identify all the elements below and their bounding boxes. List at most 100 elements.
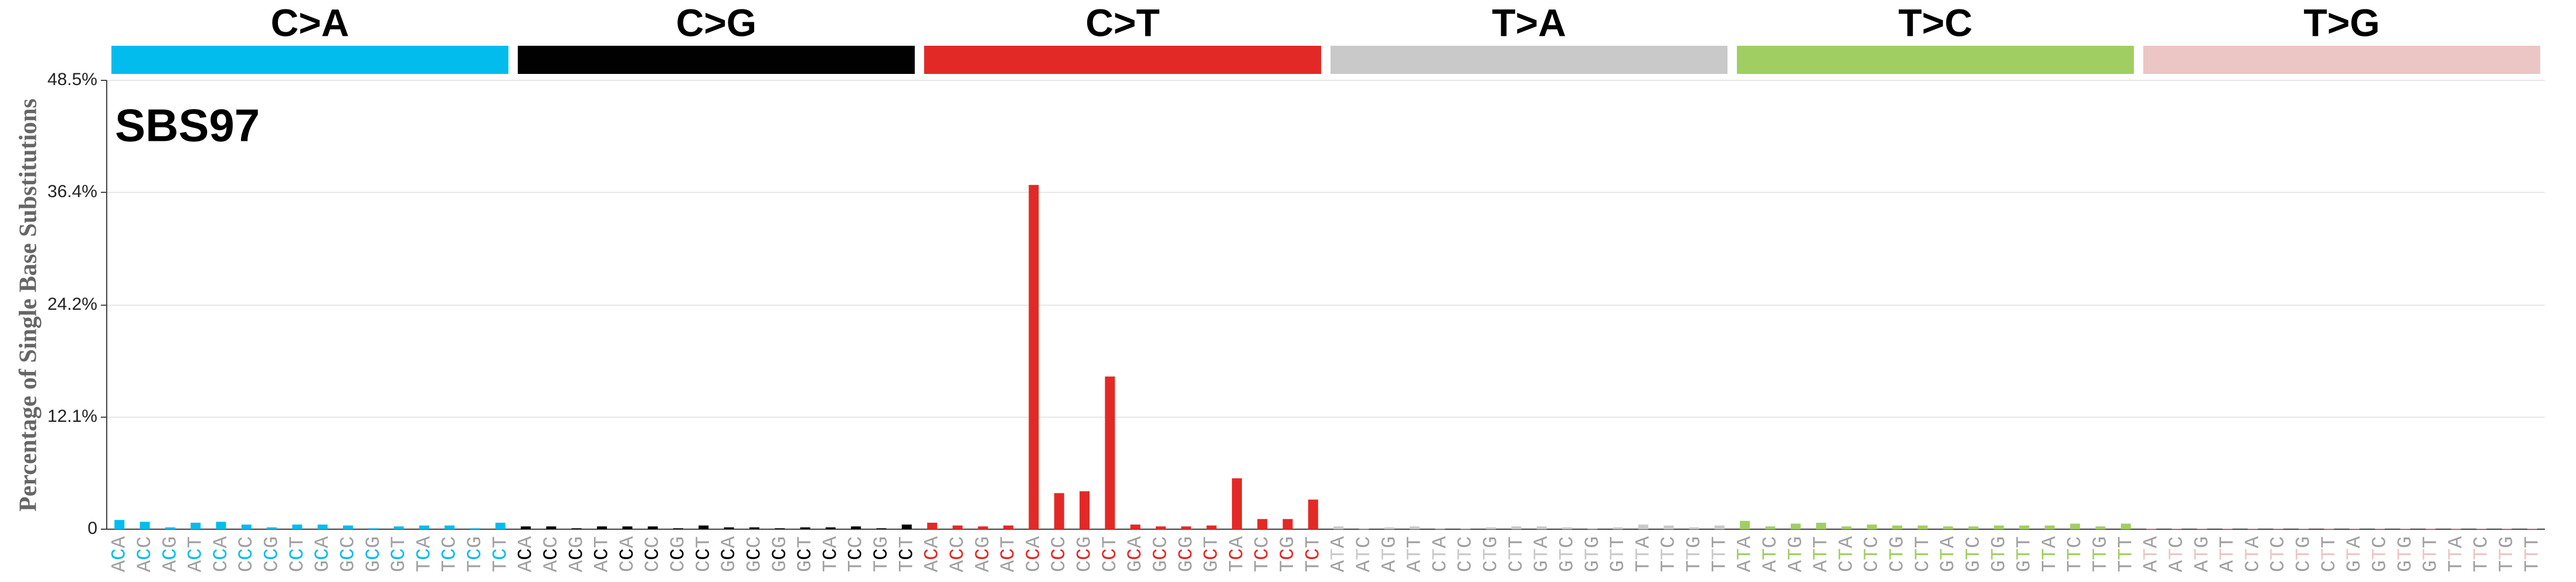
x-tick-label: CCA bbox=[617, 536, 639, 572]
x-tick-label: GTA bbox=[1531, 536, 1553, 572]
bar bbox=[724, 527, 734, 529]
bar bbox=[1892, 525, 1903, 529]
bar bbox=[292, 525, 303, 529]
x-tick-label: TCA bbox=[820, 536, 842, 572]
bar bbox=[267, 527, 277, 529]
bar bbox=[1080, 491, 1090, 529]
bar bbox=[800, 527, 810, 529]
x-tick-label: ATT bbox=[1811, 536, 1833, 572]
bar bbox=[1231, 478, 1242, 529]
bar bbox=[2146, 528, 2157, 529]
group-bar bbox=[1737, 46, 2134, 74]
x-tick-label: CTA bbox=[2242, 536, 2265, 572]
x-tick-label: ATG bbox=[1785, 536, 1807, 572]
x-tick-label: TCA bbox=[413, 536, 436, 572]
bar bbox=[495, 522, 505, 529]
group-label: C>A bbox=[271, 1, 349, 44]
x-tick-label: CTA bbox=[1836, 536, 1858, 572]
x-tick-label: CCG bbox=[262, 536, 284, 572]
bar bbox=[1333, 526, 1344, 529]
x-tick-label: GCA bbox=[718, 536, 741, 572]
x-tick-label: TCC bbox=[846, 536, 868, 572]
x-tick-label: TTC bbox=[2065, 536, 2087, 572]
x-tick-label: CTC bbox=[1861, 536, 1883, 572]
x-tick-label: CCG bbox=[1074, 536, 1097, 572]
x-tick-label: ACT bbox=[592, 536, 614, 572]
x-tick-label: ATC bbox=[1760, 536, 1782, 572]
x-tick-label: ATA bbox=[1735, 536, 1757, 572]
x-tick-label: ATG bbox=[2191, 536, 2214, 572]
x-tick-label: CTA bbox=[1430, 536, 1452, 572]
x-tick-label: CCC bbox=[1048, 536, 1071, 572]
x-tick-label: GTG bbox=[1988, 536, 2011, 572]
x-tick-label: TTC bbox=[1658, 536, 1681, 572]
bar bbox=[1155, 526, 1166, 529]
bar bbox=[571, 528, 582, 529]
x-tick-label: GTG bbox=[1582, 536, 1604, 572]
x-tick-label: CTG bbox=[1481, 536, 1503, 572]
x-tick-label: CCT bbox=[287, 536, 309, 572]
bar bbox=[1994, 525, 2004, 529]
x-tick-label: ACG bbox=[972, 536, 995, 572]
bar bbox=[342, 525, 353, 529]
x-tick-label: GTC bbox=[2369, 536, 2391, 572]
bar bbox=[775, 528, 785, 529]
x-tick-label: CCT bbox=[693, 536, 715, 572]
x-tick-label: ACA bbox=[922, 536, 944, 572]
bar bbox=[1866, 525, 1877, 529]
bar bbox=[114, 520, 125, 529]
x-tick-label: GCC bbox=[1150, 536, 1172, 572]
x-tick-label: ATC bbox=[1353, 536, 1376, 572]
group-bar bbox=[924, 46, 1321, 74]
y-tick-label: 12.1% bbox=[47, 407, 97, 426]
x-tick-label: GCG bbox=[769, 536, 792, 572]
x-tick-label: TCG bbox=[1277, 536, 1299, 572]
x-tick-label: GCT bbox=[795, 536, 817, 572]
bar bbox=[1130, 525, 1141, 529]
bar bbox=[2120, 523, 2131, 529]
x-tick-label: TTG bbox=[2090, 536, 2112, 572]
group-label: C>T bbox=[1085, 1, 1160, 44]
x-tick-label: TTT bbox=[2115, 536, 2137, 572]
bar bbox=[521, 526, 531, 529]
x-tick-label: TCC bbox=[1252, 536, 1274, 572]
bar bbox=[1790, 523, 1801, 529]
x-tick-label: CTC bbox=[1455, 536, 1477, 572]
x-tick-label: TTT bbox=[2521, 536, 2544, 572]
group-label: T>A bbox=[1492, 1, 1566, 44]
group-bar bbox=[1331, 46, 1727, 74]
x-tick-label: GCA bbox=[312, 536, 334, 572]
x-tick-label: ATA bbox=[2141, 536, 2163, 572]
x-tick-label: ACC bbox=[947, 536, 969, 572]
group-label: T>C bbox=[1898, 1, 1973, 44]
x-tick-label: GTG bbox=[2395, 536, 2417, 572]
group-bar bbox=[518, 46, 915, 74]
bar bbox=[165, 527, 175, 529]
x-tick-label: GTC bbox=[1963, 536, 1985, 572]
group-bar bbox=[111, 46, 508, 74]
x-tick-label: GCC bbox=[337, 536, 359, 572]
bar bbox=[2070, 523, 2081, 529]
x-tick-label: TTG bbox=[1684, 536, 1706, 572]
x-tick-label: CCA bbox=[211, 536, 233, 572]
x-tick-label: GTT bbox=[1607, 536, 1630, 572]
bar bbox=[978, 526, 988, 529]
x-tick-label: CTT bbox=[1506, 536, 1528, 572]
x-tick-label: ACC bbox=[134, 536, 157, 572]
bar bbox=[1536, 526, 1547, 529]
x-tick-label: TTA bbox=[2039, 536, 2061, 572]
x-tick-label: CTG bbox=[2293, 536, 2316, 572]
group-label: C>G bbox=[676, 1, 757, 44]
x-tick-label: CCC bbox=[642, 536, 664, 572]
x-tick-label: TTA bbox=[2445, 536, 2468, 572]
bar bbox=[1435, 528, 1445, 529]
bar bbox=[546, 526, 556, 529]
bar bbox=[1664, 525, 1674, 529]
x-tick-label: TCG bbox=[871, 536, 893, 572]
bar bbox=[1308, 499, 1318, 529]
x-tick-label: TCA bbox=[1226, 536, 1248, 572]
x-tick-label: ATT bbox=[1404, 536, 1427, 572]
bar bbox=[216, 522, 226, 529]
bar bbox=[1486, 527, 1496, 529]
